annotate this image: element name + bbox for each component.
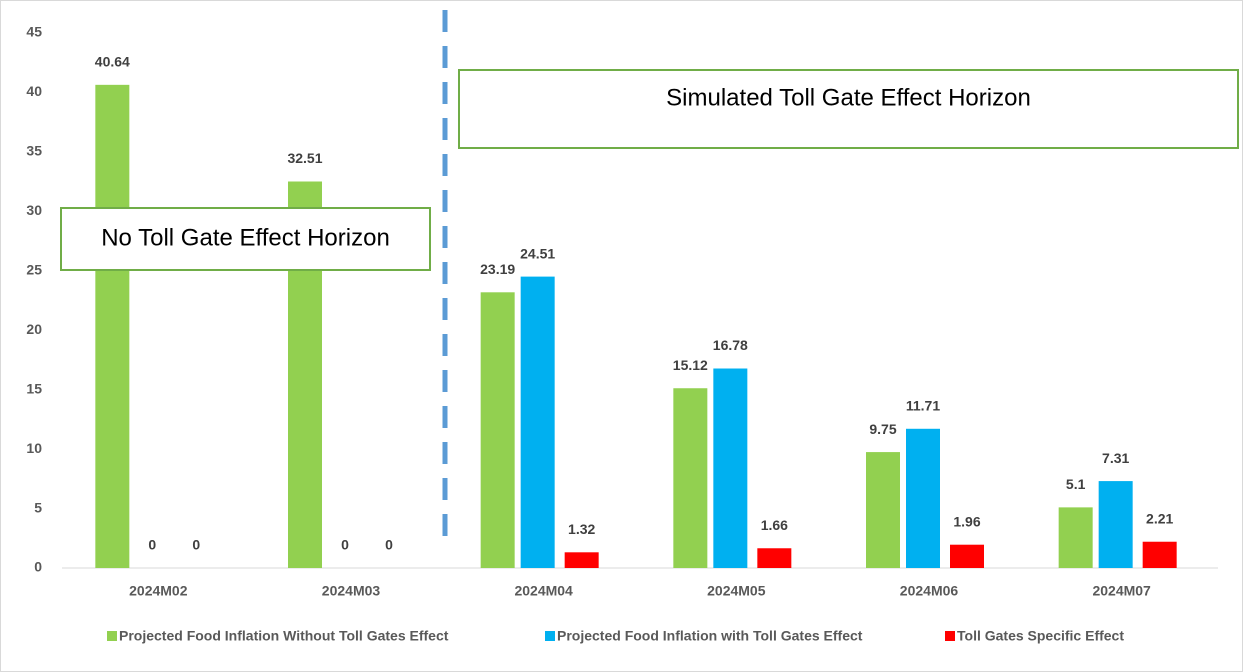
legend-label: Toll Gates Specific Effect <box>957 628 1124 644</box>
x-tick-label: 2024M07 <box>1092 583 1151 599</box>
legend-swatch <box>107 631 117 641</box>
data-label: 2.21 <box>1146 510 1173 526</box>
bar <box>866 452 900 568</box>
y-tick-label: 10 <box>26 440 42 456</box>
data-label: 0 <box>341 537 349 553</box>
y-tick-label: 45 <box>26 24 42 40</box>
legend-label: Projected Food Inflation with Toll Gates… <box>557 628 863 644</box>
y-tick-label: 40 <box>26 83 42 99</box>
bar <box>520 276 555 568</box>
data-label: 0 <box>148 537 156 553</box>
x-tick-label: 2024M04 <box>514 583 573 599</box>
x-tick-label: 2024M02 <box>129 583 188 599</box>
bar <box>564 552 599 568</box>
bar <box>757 548 792 568</box>
bar <box>906 428 940 568</box>
y-tick-label: 0 <box>34 559 42 575</box>
y-tick-label: 5 <box>34 499 42 515</box>
legend-swatch <box>945 631 955 641</box>
bar <box>950 544 984 568</box>
data-label: 0 <box>192 537 200 553</box>
y-tick-label: 15 <box>26 380 42 396</box>
data-label: 23.19 <box>480 261 515 277</box>
data-label: 1.96 <box>953 513 980 529</box>
data-label: 9.75 <box>869 421 896 437</box>
data-label: 15.12 <box>673 357 708 373</box>
data-label: 16.78 <box>713 337 748 353</box>
bar <box>673 388 708 568</box>
data-label: 11.71 <box>906 397 940 413</box>
y-tick-label: 20 <box>26 321 42 337</box>
legend-swatch <box>545 631 555 641</box>
bar <box>713 368 748 568</box>
bar <box>1142 541 1177 568</box>
y-tick-label: 25 <box>26 261 42 277</box>
x-tick-label: 2024M03 <box>322 583 381 599</box>
data-label: 5.1 <box>1066 476 1086 492</box>
legend-label: Projected Food Inflation Without Toll Ga… <box>119 628 449 644</box>
data-label: 1.66 <box>761 517 788 533</box>
data-label: 1.32 <box>568 521 595 537</box>
annotation-box <box>60 207 431 271</box>
bar <box>480 292 515 568</box>
y-tick-label: 30 <box>26 202 42 218</box>
annotation: No Toll Gate Effect Horizon <box>101 224 390 251</box>
data-label: 24.51 <box>520 245 555 261</box>
data-label: 32.51 <box>287 150 322 166</box>
y-tick-label: 35 <box>26 143 42 159</box>
bar <box>1058 507 1093 568</box>
annotation: Simulated Toll Gate Effect Horizon <box>666 84 1031 111</box>
data-label: 7.31 <box>1102 450 1129 466</box>
bar <box>1098 481 1133 568</box>
annotation-box <box>458 69 1239 149</box>
x-tick-label: 2024M06 <box>900 583 959 599</box>
data-label: 40.64 <box>95 54 130 70</box>
bar <box>95 84 130 568</box>
x-tick-label: 2024M05 <box>707 583 766 599</box>
data-label: 0 <box>385 537 393 553</box>
